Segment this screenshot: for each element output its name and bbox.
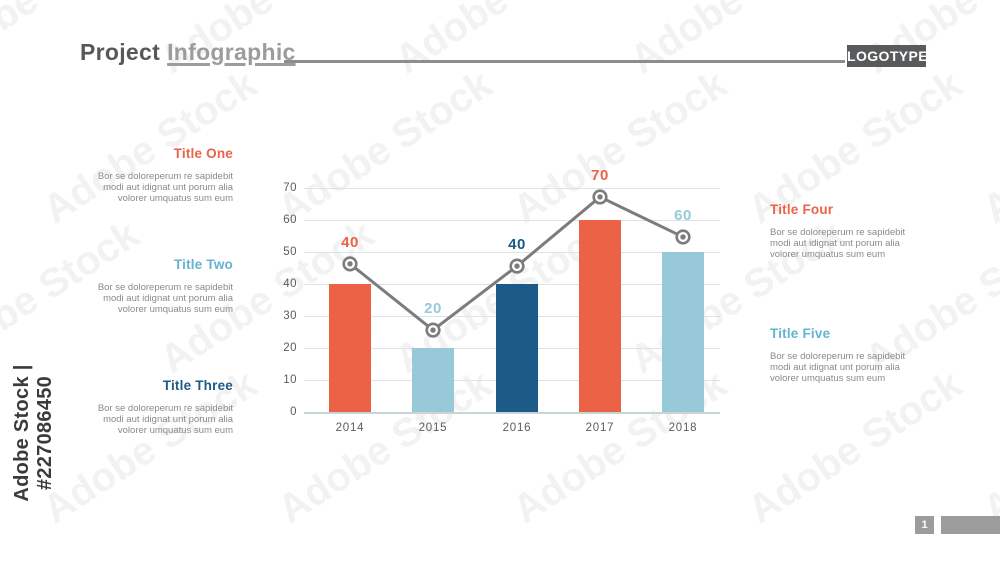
line-marker: [342, 256, 358, 272]
body-line: volorer umquatus sum eum: [117, 193, 233, 204]
body-line: volorer umquatus sum eum: [770, 373, 886, 384]
body-line: Bor se doloreperum re sapidebit: [97, 403, 233, 414]
x-axis-label: 2015: [418, 422, 448, 434]
y-axis-tick-label: 30: [283, 310, 297, 322]
x-axis-label: 2014: [335, 422, 365, 434]
line-marker: [592, 189, 608, 205]
logotype-badge: LOGOTYPE: [847, 45, 928, 67]
page-title: Project Infographic: [80, 39, 296, 66]
section-body-text: Bor se doloreperum re sapidebit modi aut…: [85, 282, 233, 315]
y-axis-tick-label: 70: [283, 182, 297, 194]
section-title-three: Title Three Bor se doloreperum re sapide…: [85, 378, 233, 436]
section-title-five: Title Five Bor se doloreperum re sapideb…: [770, 326, 945, 384]
line-marker-dot: [430, 327, 436, 333]
x-axis-label: 2016: [502, 422, 532, 434]
line-value-label: 70: [591, 166, 609, 184]
section-body-text: Bor se doloreperum re sapidebit modi aut…: [770, 351, 945, 384]
body-line: modi aut idignat unt porum alia: [770, 238, 900, 249]
body-line: volorer umquatus sum eum: [117, 425, 233, 436]
body-line: modi aut idignat unt porum alia: [770, 362, 900, 373]
chart-bar: [412, 348, 454, 412]
y-axis-tick-label: 50: [283, 246, 297, 258]
line-value-label: 60: [674, 206, 692, 224]
chart-bar: [496, 284, 538, 412]
body-line: modi aut idignat unt porum alia: [103, 414, 233, 425]
line-marker: [425, 322, 441, 338]
header-divider-line: [284, 60, 845, 63]
page-title-secondary: Infographic: [167, 39, 296, 65]
section-heading: Title One: [173, 146, 233, 161]
y-axis-tick-label: 40: [283, 278, 297, 290]
section-body-text: Bor se doloreperum re sapidebit modi aut…: [85, 171, 233, 204]
y-axis-tick-label: 10: [283, 374, 297, 386]
y-axis-tick-label: 0: [290, 406, 297, 418]
section-heading: Title Five: [770, 326, 831, 341]
section-title-one: Title One Bor se doloreperum re sapidebi…: [85, 146, 233, 204]
chart-bar: [329, 284, 371, 412]
line-marker: [509, 258, 525, 274]
body-line: volorer umquatus sum eum: [770, 249, 886, 260]
line-marker-dot: [680, 234, 686, 240]
chart-gridline: [304, 412, 720, 414]
page-number-badge: 1: [915, 516, 934, 534]
section-title-four: Title Four Bor se doloreperum re sapideb…: [770, 202, 945, 260]
line-value-label: 40: [341, 233, 359, 251]
body-line: modi aut idignat unt porum alia: [103, 182, 233, 193]
body-line: volorer umquatus sum eum: [117, 304, 233, 315]
section-heading: Title Four: [770, 202, 834, 217]
section-heading: Title Three: [162, 378, 233, 393]
page-title-primary: Project: [80, 39, 161, 65]
chart-bar: [579, 220, 621, 412]
line-marker-dot: [514, 263, 520, 269]
line-marker-dot: [347, 261, 353, 267]
x-axis-label: 2017: [585, 422, 615, 434]
y-axis-tick-label: 60: [283, 214, 297, 226]
line-marker-dot: [597, 194, 603, 200]
x-axis-label: 2018: [668, 422, 698, 434]
body-line: Bor se doloreperum re sapidebit: [770, 227, 906, 238]
footer-bar: [941, 516, 1000, 534]
line-marker: [675, 229, 691, 245]
section-heading: Title Two: [173, 257, 233, 272]
chart-gridline: [304, 188, 720, 189]
section-title-two: Title Two Bor se doloreperum re sapidebi…: [85, 257, 233, 315]
section-body-text: Bor se doloreperum re sapidebit modi aut…: [85, 403, 233, 436]
line-value-label: 20: [424, 300, 442, 318]
chart-bar: [662, 252, 704, 412]
stock-id-watermark: Adobe Stock | #227086450: [11, 364, 56, 502]
body-line: Bor se doloreperum re sapidebit: [97, 282, 233, 293]
body-line: modi aut idignat unt porum alia: [103, 293, 233, 304]
body-line: Bor se doloreperum re sapidebit: [97, 171, 233, 182]
y-axis-tick-label: 20: [283, 342, 297, 354]
line-value-label: 40: [508, 236, 526, 254]
section-body-text: Bor se doloreperum re sapidebit modi aut…: [770, 227, 945, 260]
body-line: Bor se doloreperum re sapidebit: [770, 351, 906, 362]
